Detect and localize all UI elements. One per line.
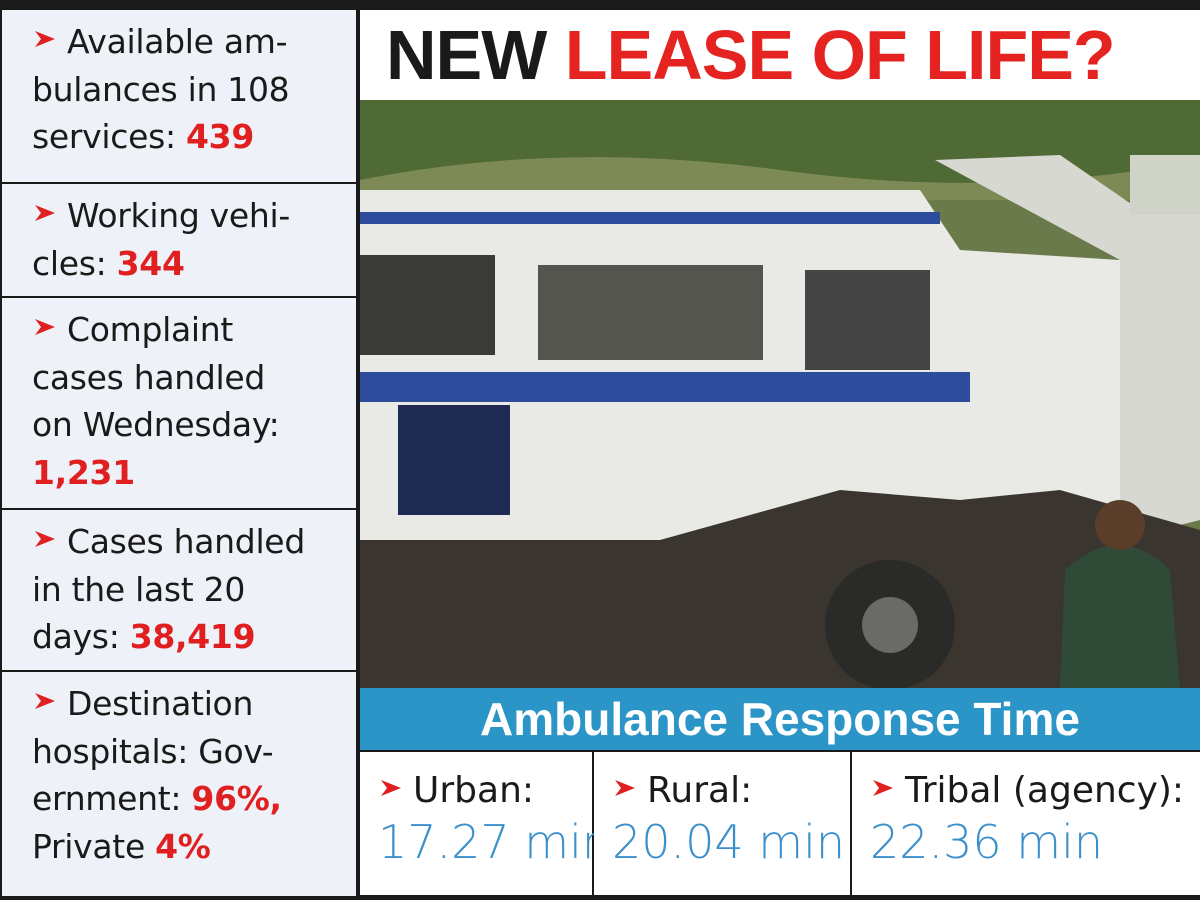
fact-panel: Available am-bulances in 108 services: 43… xyxy=(2,10,356,182)
fact-value: 1,231 xyxy=(32,452,135,492)
fact-text: Destination xyxy=(67,684,254,723)
fact-line: bulances in 108 xyxy=(32,66,356,114)
response-value: 20.04 min xyxy=(612,815,846,869)
fact-text: services: xyxy=(32,117,187,156)
response-label: Rural: xyxy=(647,770,753,811)
fact-value: 4% xyxy=(155,826,211,866)
worker-head xyxy=(1095,500,1145,550)
response-label: Urban: xyxy=(413,770,535,811)
worker xyxy=(1060,545,1180,688)
response-item: Urban: 17.27 min xyxy=(360,752,612,895)
fact-line: Destination xyxy=(32,680,356,728)
response-label: Tribal (agency): xyxy=(905,770,1185,811)
fact-line: in the last 20 xyxy=(32,566,356,614)
fact-line: cles: 344 xyxy=(32,240,356,288)
bullet-arrow xyxy=(35,531,55,547)
fact-panel: Working vehi-cles: 344 xyxy=(2,184,356,296)
bullet-arrow xyxy=(35,205,55,221)
van-window xyxy=(805,270,930,370)
fact-panel: Complaint cases handled on Wednesday: 1,231 xyxy=(2,298,356,508)
fact-text: days: xyxy=(32,617,130,656)
fact-line: Private 4% xyxy=(32,823,356,871)
wheel-hub xyxy=(862,597,918,653)
fact-line: on Wednesday: xyxy=(32,401,356,449)
fact-line: Working vehi- xyxy=(32,192,356,240)
fact-value: 96%, xyxy=(191,779,282,818)
response-label-row: Rural: xyxy=(612,770,850,811)
response-item: Tribal (agency): 22.36 min xyxy=(852,752,1200,895)
fact-value: 439 xyxy=(186,117,254,156)
headline-red: LEASE OF LIFE? xyxy=(564,16,1116,94)
bullet-arrow xyxy=(35,31,55,47)
fact-text: Complaint xyxy=(67,310,234,349)
headline-dark: NEW xyxy=(386,16,547,94)
response-label-row: Tribal (agency): xyxy=(870,770,1200,811)
fact-panel: Destination hospitals: Gov-ernment: 96%, P… xyxy=(2,672,356,896)
facts-column: Available am-bulances in 108 services: 43… xyxy=(2,10,356,896)
fact-text: bulances in 108 xyxy=(32,69,290,109)
fact-line: ernment: 96%, xyxy=(32,775,356,823)
fact-text: Working vehi- xyxy=(67,196,291,235)
bullet-arrow xyxy=(35,319,55,335)
van-window xyxy=(538,265,763,360)
fact-line: services: 439 xyxy=(32,113,356,161)
response-item: Rural: 20.04 min xyxy=(594,752,850,895)
headline: NEW LEASE OF LIFE? xyxy=(360,10,1200,100)
fact-panel: Cases handled in the last 20 days: 38,419 xyxy=(2,510,356,670)
fact-line: Complaint xyxy=(32,306,356,354)
fact-line: days: 38,419 xyxy=(32,613,356,661)
van-stripe-top xyxy=(360,212,940,224)
bullet-arrow xyxy=(873,780,893,796)
fact-text: Private xyxy=(32,826,156,866)
response-value: 22.36 min xyxy=(870,815,1104,869)
fact-text: cases handled xyxy=(32,357,266,397)
second-van xyxy=(935,155,1200,540)
fact-value: 344 xyxy=(116,243,185,283)
bullet-arrow xyxy=(615,780,635,796)
fact-text: on Wednesday: xyxy=(32,405,280,444)
van-window xyxy=(360,255,495,355)
fact-line: Available am- xyxy=(32,18,356,66)
third-van xyxy=(1130,155,1200,215)
fact-line: hospitals: Gov- xyxy=(32,728,356,776)
fact-text: Cases handled xyxy=(67,522,305,561)
fact-line: 1,231 xyxy=(32,449,356,497)
response-value: 17.27 min xyxy=(378,815,612,869)
fact-text: Available am- xyxy=(67,22,288,61)
scrap-pile xyxy=(360,490,1200,688)
bullet-arrow xyxy=(35,693,55,709)
fact-text: cles: xyxy=(32,243,117,283)
response-title: Ambulance Response Time xyxy=(360,688,1200,750)
fact-value: 38,419 xyxy=(129,617,256,656)
response-label-row: Urban: xyxy=(378,770,592,811)
fact-text: hospitals: Gov- xyxy=(32,731,274,771)
van-stripe xyxy=(360,372,970,402)
van-logo-block xyxy=(398,405,510,515)
fact-line: cases handled xyxy=(32,354,356,402)
photo xyxy=(360,100,1200,688)
fact-line: Cases handled xyxy=(32,518,356,566)
fact-text: ernment: xyxy=(32,779,192,818)
fact-text: in the last 20 xyxy=(32,569,246,609)
bullet-arrow xyxy=(381,780,401,796)
